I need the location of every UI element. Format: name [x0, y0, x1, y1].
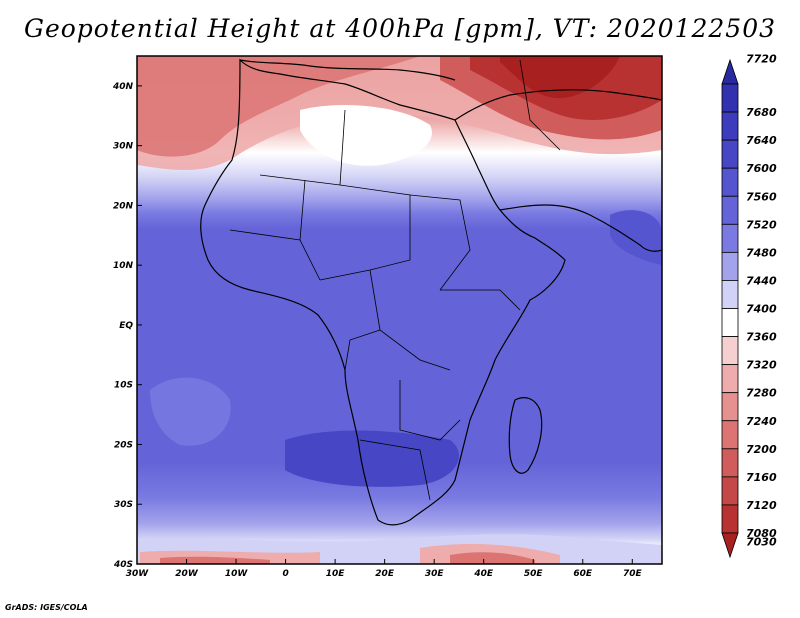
europe-coastline — [239, 59, 456, 81]
colorbar-swatch — [721, 58, 739, 85]
colorbar-swatch — [721, 504, 739, 534]
colorbar-label: 7160 — [746, 471, 777, 484]
contour-7360-sahara — [300, 105, 432, 166]
colorbar-label: 7120 — [746, 499, 777, 512]
contour-7240-south — [160, 556, 270, 564]
contour-7240-west — [137, 56, 420, 157]
colorbar-label: 7280 — [746, 387, 777, 400]
colorbar-swatch — [721, 532, 739, 559]
lon-tick-label: 60E — [573, 569, 593, 579]
colorbar-label: 7480 — [746, 246, 777, 259]
border-central — [369, 269, 451, 371]
lat-tick-label: 30S — [114, 500, 133, 510]
colorbar-label: 7360 — [746, 331, 777, 344]
colorbar-labels: 7720 7680 7640 7600 7560 7520 7480 7440 7400 7360… — [746, 53, 777, 549]
border-horn — [440, 289, 521, 311]
longitude-axis: 30W 20W 10W 0 10E 20E 30E 40E 50E 60E 70E — [126, 559, 643, 579]
border-north — [339, 109, 346, 186]
lon-tick-label: 30W — [126, 569, 150, 579]
border-mali — [299, 179, 306, 241]
border-south-central — [399, 380, 461, 441]
lat-tick-label: 10N — [113, 261, 134, 271]
africa-coastline — [200, 58, 566, 526]
colorbar-label: 7640 — [746, 134, 777, 147]
lon-tick-label: 20W — [175, 569, 199, 579]
colorbar-label: 7560 — [746, 190, 777, 203]
asia-coastline — [454, 89, 662, 121]
colorbar-swatch — [721, 223, 739, 253]
colorbar-label: 7030 — [746, 535, 777, 548]
lat-tick-label: 40N — [112, 82, 134, 92]
colorbar-swatch — [721, 308, 739, 337]
footer-credit: GrADS: IGES/COLA — [5, 603, 88, 612]
contour-7240-south-east — [450, 552, 535, 564]
colorbar-label: 7320 — [746, 359, 777, 372]
lon-tick-label: 40E — [473, 569, 494, 579]
contour-7480-atlantic — [150, 377, 231, 446]
colorbar-swatch — [721, 83, 739, 113]
colorbar-swatch — [721, 364, 739, 394]
arabian-peninsula-coastline — [499, 204, 662, 252]
border-south — [359, 439, 431, 501]
contour-7560-arabian-sea — [610, 210, 662, 265]
lon-tick-label: 30E — [425, 569, 445, 579]
colorbar-swatches — [721, 58, 739, 559]
colorbar-label: 7200 — [746, 443, 777, 456]
colorbar-swatch — [721, 195, 739, 225]
colorbar-swatch — [721, 476, 739, 506]
colorbar-label: 7600 — [746, 162, 777, 175]
colorbar-label: 7240 — [746, 415, 777, 428]
lat-tick-label: EQ — [119, 321, 133, 331]
colorbar-swatch — [721, 167, 739, 197]
country-borders — [229, 59, 561, 501]
colorbar-swatch — [721, 420, 739, 450]
lon-tick-label: 50E — [524, 569, 544, 579]
lat-tick-label: 30N — [113, 142, 134, 152]
colorbar-label: 7400 — [746, 303, 777, 316]
colorbar-label: 7440 — [746, 274, 777, 287]
colorbar-swatch — [721, 336, 739, 366]
colorbar-label: 7680 — [746, 106, 777, 119]
border-middle-east — [519, 59, 561, 151]
lat-tick-label: 10S — [114, 381, 133, 391]
madagascar-coastline — [508, 397, 543, 474]
colorbar-swatch — [721, 251, 739, 281]
border-east — [409, 194, 471, 291]
height-field — [137, 56, 662, 564]
lat-tick-label: 40S — [113, 560, 133, 570]
contour-7600-southern-africa — [285, 430, 459, 487]
border-west-central — [344, 329, 381, 371]
map-title: Geopotential Height at 400hPa [gpm], VT:… — [23, 14, 777, 43]
colorbar-swatch — [721, 448, 739, 478]
colorbar-swatch — [721, 392, 739, 422]
map-frame — [136, 55, 663, 565]
lon-tick-label: 70E — [623, 569, 643, 579]
lon-tick-label: 10W — [225, 569, 249, 579]
colorbar-label: 7520 — [746, 218, 777, 231]
latitude-axis: 40N 30N 20N 10N EQ 10S 20S 30S 40S — [112, 82, 142, 570]
colorbar-swatch — [721, 111, 739, 141]
lat-tick-label: 20N — [113, 201, 134, 211]
colorbar-label: 7720 — [746, 53, 777, 66]
coastlines — [200, 58, 662, 526]
lat-tick-label: 20S — [114, 440, 133, 450]
colorbar-label: 7080 — [746, 527, 777, 540]
colorbar-swatch — [721, 139, 739, 169]
sahel-border — [259, 174, 411, 281]
lon-tick-label: 20E — [375, 569, 395, 579]
lon-tick-label: 10E — [326, 569, 346, 579]
lon-tick-label: 0 — [282, 569, 288, 579]
contour-7030-core — [500, 56, 620, 99]
colorbar-swatch — [721, 280, 739, 309]
